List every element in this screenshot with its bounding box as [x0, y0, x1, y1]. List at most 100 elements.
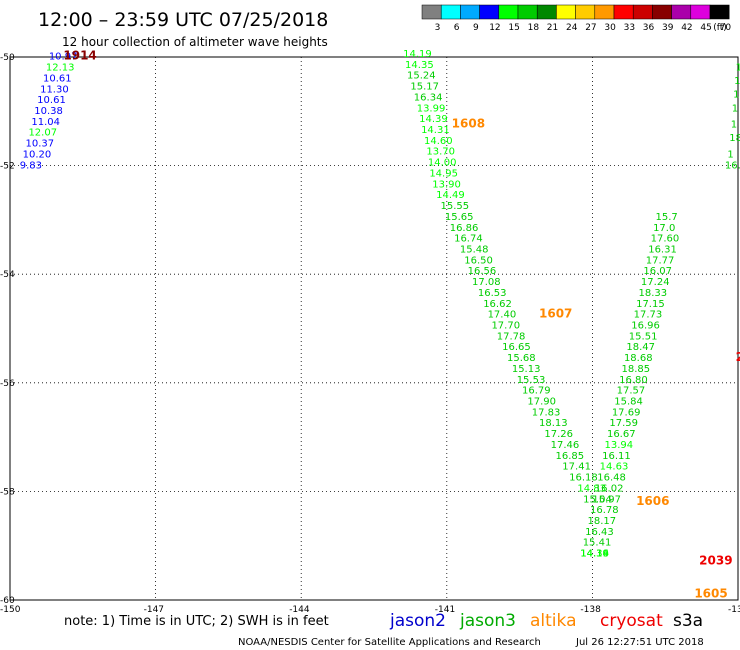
wave-height-value: 17.60: [651, 234, 680, 245]
wave-height-value: 16.62: [483, 299, 512, 310]
colorbar-tick-label: 24: [566, 23, 578, 33]
wave-height-value: 17.40: [488, 310, 517, 321]
wave-height-value: 17.78: [497, 331, 526, 342]
plot-area: [9, 56, 739, 601]
wave-height-value: 18.85: [622, 364, 651, 375]
wave-height-value: 15.48: [460, 244, 489, 255]
pass-time-label: 1608: [452, 117, 485, 131]
wave-height-value: 16.96: [631, 321, 660, 332]
wave-height-value: 16.56: [468, 266, 497, 277]
wave-height-value: 14.60: [424, 136, 453, 147]
legend-s3a: s3a: [673, 611, 703, 631]
colorbar-tick-label: 27: [585, 23, 596, 33]
wave-height-value: 13.99: [417, 103, 446, 114]
axis-ticks: -150 -147 -144 -141 -138 -135 -50 -52 -54 -56 -58 -…: [0, 53, 740, 615]
wave-height-value: 18.33: [639, 288, 668, 299]
wave-height-value: 12.13: [46, 63, 75, 74]
wave-height-value: 17.77: [646, 255, 675, 266]
colorbar-unit-label: (ft): [713, 23, 727, 33]
wave-height-value: 13.94: [605, 440, 634, 451]
legend-cryosat: cryosat: [600, 611, 663, 631]
wave-height-value: 17.24: [641, 277, 670, 288]
colorbar-swatch: [652, 4, 672, 20]
wave-height-value: 1: [732, 103, 738, 114]
colorbar-swatch: [594, 4, 615, 20]
wave-height-value: 11.04: [31, 117, 60, 128]
wave-height-value: 10.61: [43, 73, 72, 84]
y-tick-label: -60: [0, 596, 15, 606]
wave-height-value: 14.63: [600, 462, 629, 473]
wave-height-value: 16.18: [569, 473, 598, 484]
colorbar-swatch: [460, 4, 480, 20]
wave-height-value: 16.07: [643, 266, 672, 277]
wave-height-value: 1: [733, 90, 739, 101]
wave-height-value: 14.35: [405, 60, 434, 71]
wave-height-value: 11.30: [40, 84, 69, 95]
x-tick-label: -138: [580, 605, 601, 615]
pass-time-label: 1606: [636, 494, 669, 508]
chart-title: 12:00 – 23:59 UTC 07/25/2018: [38, 9, 328, 31]
colorbar-tick-label: 6: [454, 23, 460, 33]
wave-height-value: 17.41: [562, 462, 591, 473]
legend-jason3: jason3: [459, 611, 516, 631]
y-tick-label: -58: [0, 487, 15, 497]
wave-height-value: 16.: [725, 160, 740, 171]
x-tick-label: -135: [728, 605, 740, 615]
x-tick-label: -141: [435, 605, 455, 615]
wave-height-value: 16.85: [556, 451, 585, 462]
wave-height-value: 15.17: [410, 82, 439, 93]
wave-height-value: 15.55: [440, 201, 469, 212]
wave-height-value: 16.53: [478, 288, 507, 299]
wave-height-value: 15.51: [629, 331, 658, 342]
wave-height-value: 17.90: [527, 397, 556, 408]
wave-height-value: 1: [731, 120, 737, 131]
wave-height-value: 12.07: [28, 128, 57, 139]
colorbar-swatch: [632, 4, 653, 20]
wave-height-value: 14.34: [580, 549, 609, 560]
y-tick-label: -50: [0, 53, 15, 63]
colorbar-swatch: [556, 4, 576, 20]
colorbar-swatch: [536, 4, 557, 20]
wave-height-value: 17.83: [532, 407, 561, 418]
colorbar-tick-label: 36: [643, 23, 655, 33]
wave-height-value: 15.84: [614, 397, 643, 408]
footer-credit: NOAA/NESDIS Center for Satellite Applica…: [238, 637, 541, 648]
wave-height-value: 14.36: [580, 549, 609, 560]
colorbar-swatch: [479, 4, 500, 20]
colorbar-swatch: [517, 4, 538, 20]
colorbar-tick-label: 15: [508, 23, 519, 33]
wave-height-value: 15.04: [583, 494, 612, 505]
pass-time-label: 1914: [63, 49, 96, 63]
colorbar-swatch: [421, 4, 442, 20]
plot-frame: [9, 56, 739, 601]
satellite-legend: jason2 jason3 altika cryosat s3a: [389, 611, 703, 631]
wave-height-value: 17.73: [634, 310, 663, 321]
legend-jason2: jason2: [389, 611, 446, 631]
wave-height-value: 15.68: [507, 353, 536, 364]
wave-height-value: 16.48: [597, 473, 626, 484]
wave-height-value: 16.86: [450, 223, 479, 234]
wave-height-value: 14.00: [428, 158, 457, 169]
wave-height-value: 17.08: [472, 277, 501, 288]
x-tick-label: -144: [289, 605, 310, 615]
wave-height-value: 14.83: [577, 483, 606, 494]
wave-height-value: 16.80: [619, 375, 648, 386]
wave-height-value: 17.26: [544, 429, 573, 440]
pass-time-label: 1607: [539, 307, 572, 321]
x-tick-label: -150: [0, 605, 21, 615]
wave-height-value: 10.97: [49, 52, 78, 63]
pass-time-label: 1605: [694, 586, 727, 600]
wave-height-value: 17.57: [617, 386, 646, 397]
y-tick-label: -54: [0, 270, 15, 280]
wave-height-value: 10.37: [26, 139, 55, 150]
grid-lines: [10, 57, 738, 600]
note-text: note: 1) Time is in UTC; 2) SWH is in fe…: [64, 614, 329, 629]
wave-height-value: 1: [734, 76, 740, 87]
wave-height-value: 14.39: [419, 114, 448, 125]
wave-height-value: 16.50: [464, 255, 493, 266]
wave-height-value: 15.65: [445, 212, 474, 223]
colorbar-swatch: [671, 4, 692, 20]
footer-timestamp: Jul 26 12:27:51 UTC 2018: [575, 637, 704, 648]
wave-height-value: 16.78: [590, 505, 619, 516]
